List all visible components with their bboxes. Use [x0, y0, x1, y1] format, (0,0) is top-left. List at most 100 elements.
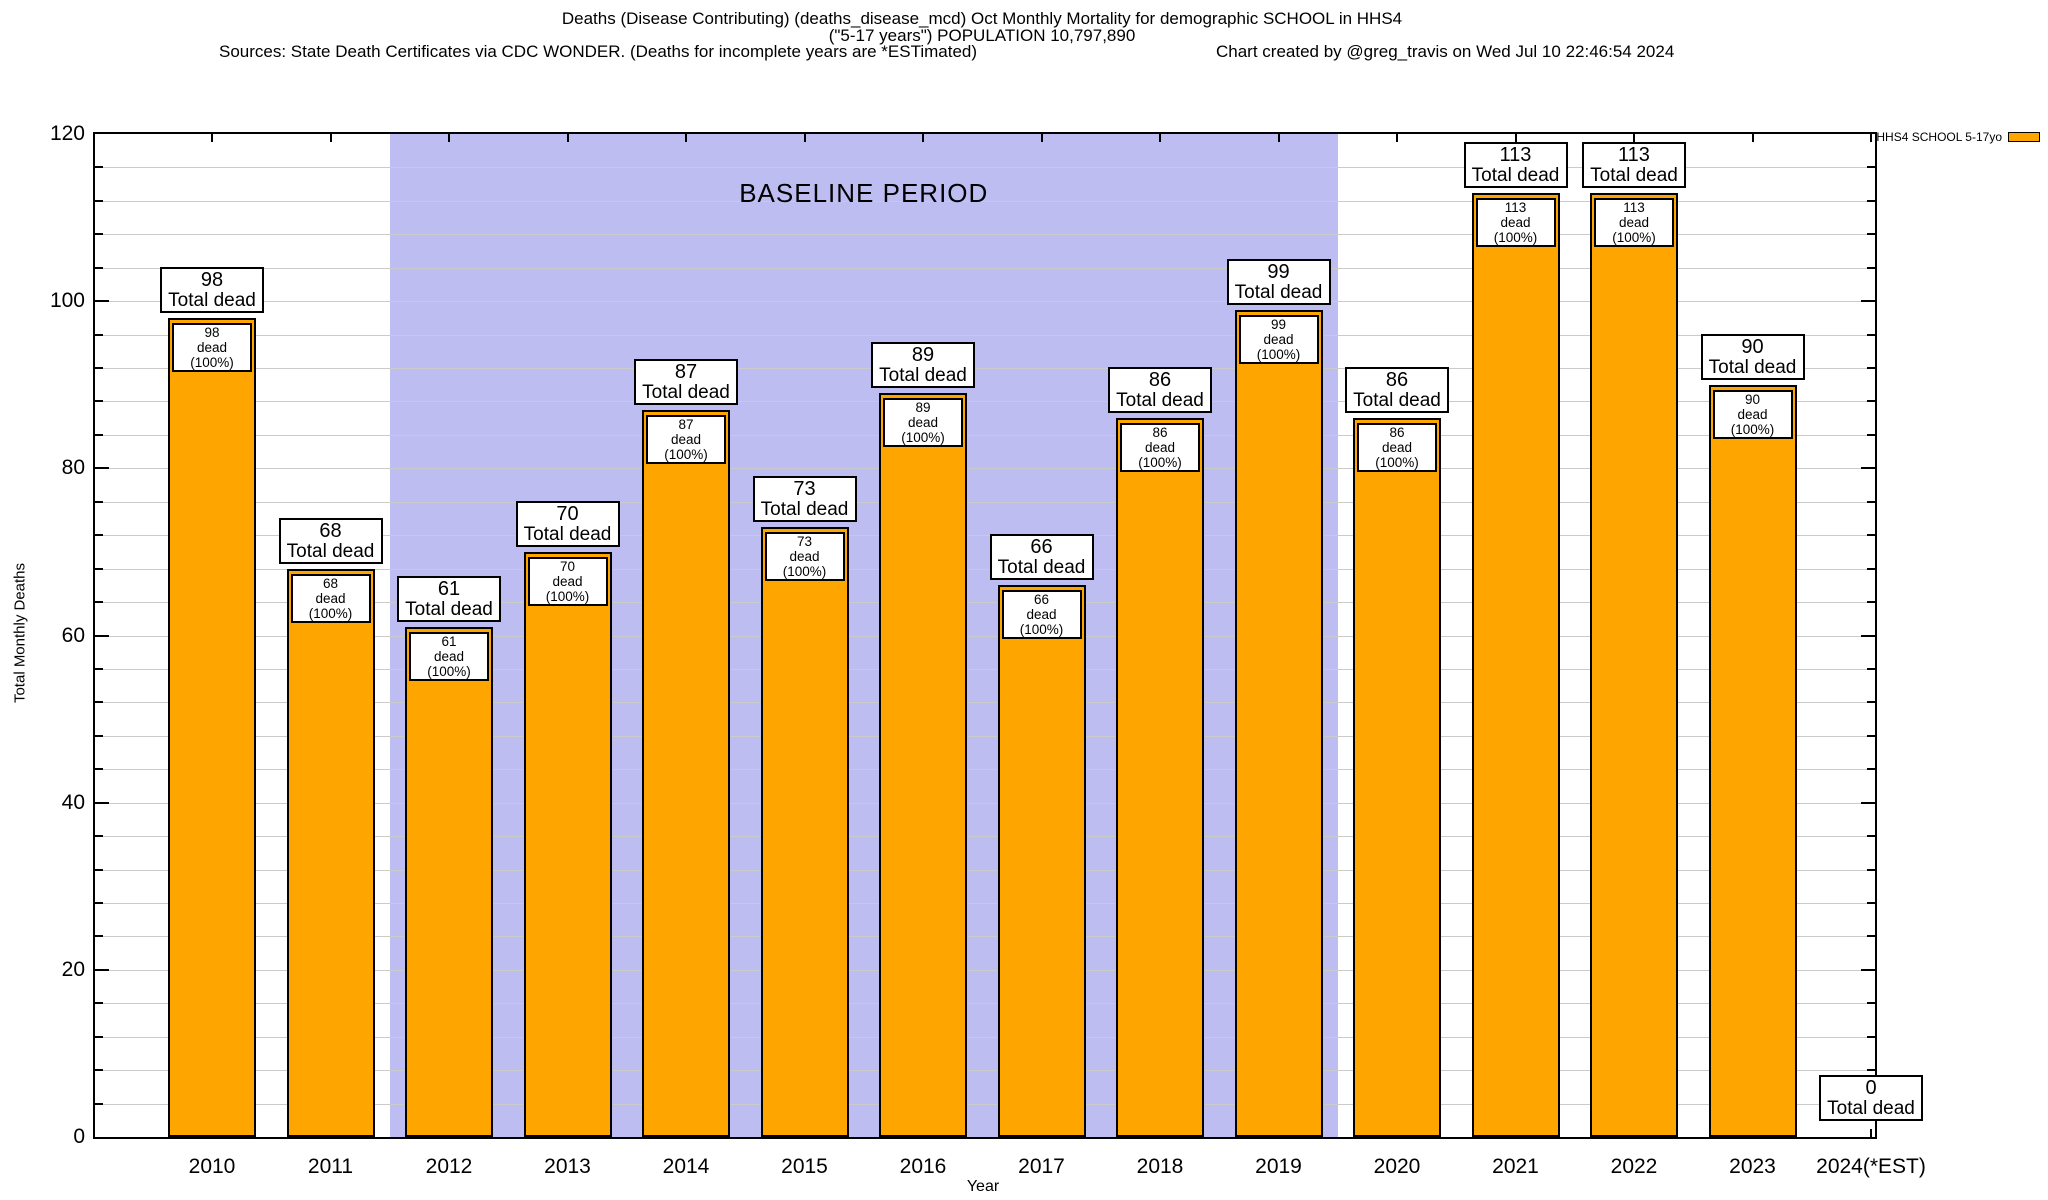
x-tick-label: 2011	[307, 1155, 354, 1178]
tick-mark	[95, 166, 103, 169]
total-dead-value: 98	[200, 269, 224, 291]
tick-mark	[1861, 467, 1875, 470]
tick-mark	[1867, 166, 1875, 169]
tick-mark	[95, 1102, 103, 1105]
tick-mark	[1867, 701, 1875, 704]
tick-mark	[803, 134, 806, 142]
bar-2018	[1116, 418, 1204, 1137]
bar-2010	[168, 318, 256, 1137]
bar-2014	[642, 410, 730, 1137]
tick-mark	[95, 868, 103, 871]
dead-pct-text: dead (100%)	[545, 574, 590, 604]
tick-mark	[95, 1069, 103, 1072]
bar-inner-label: 99 dead (100%)	[1238, 315, 1319, 364]
grid-line	[95, 568, 1875, 570]
x-tick-label: 2024(*EST)	[1816, 1155, 1926, 1178]
dead-pct-text: dead (100%)	[190, 340, 234, 370]
bar-inner-label: 66 dead (100%)	[1001, 590, 1082, 639]
total-dead-value: 70	[556, 503, 579, 525]
grid-line	[95, 200, 1875, 202]
dead-pct-text: dead (100%)	[1019, 607, 1064, 637]
bar-inner-label: 61 dead (100%)	[409, 632, 489, 681]
dead-pct-text: dead (100%)	[1730, 407, 1775, 437]
total-dead-text: Total dead	[523, 524, 612, 545]
y-tick-label: 100	[49, 289, 85, 313]
bar-total-label: 0 Total dead	[1819, 1075, 1923, 1121]
x-axis-title: Year	[966, 1178, 1000, 1195]
tick-mark	[1867, 333, 1875, 336]
grid-line	[95, 735, 1875, 737]
tick-mark	[1867, 734, 1875, 737]
grid-line	[95, 836, 1875, 838]
tick-mark	[95, 266, 103, 269]
tick-mark	[95, 500, 103, 503]
y-tick-label: 80	[61, 456, 85, 480]
dead-count-value: 68	[322, 576, 339, 591]
tick-mark	[95, 835, 103, 838]
dead-count-value: 66	[1033, 592, 1050, 607]
tick-mark	[95, 467, 109, 470]
dead-count-value: 86	[1152, 425, 1168, 440]
total-dead-text: Total dead	[879, 365, 967, 386]
x-tick-label: 2015	[781, 1155, 828, 1178]
tick-mark	[1867, 1002, 1875, 1005]
grid-line	[95, 602, 1875, 604]
tick-mark	[685, 134, 687, 142]
grid-line	[95, 401, 1875, 403]
total-dead-value: 66	[1030, 536, 1053, 558]
total-dead-value: 90	[1741, 336, 1764, 358]
tick-mark	[1396, 134, 1398, 142]
dead-pct-text: dead (100%)	[1612, 215, 1656, 245]
tick-mark	[95, 567, 103, 570]
total-dead-value: 68	[319, 520, 342, 542]
bar-inner-label: 113 dead (100%)	[1594, 198, 1674, 247]
total-dead-text: Total dead	[1827, 1098, 1915, 1119]
grid-line	[95, 1036, 1875, 1038]
dead-count-value: 73	[796, 534, 813, 549]
total-dead-text: Total dead	[405, 599, 493, 620]
bar-inner-label: 70 dead (100%)	[527, 557, 608, 606]
x-tick-label: 2012	[425, 1155, 473, 1178]
x-tick-label: 2017	[1018, 1155, 1065, 1178]
y-tick-label: 0	[73, 1125, 85, 1148]
bar-inner-label: 68 dead (100%)	[290, 574, 371, 623]
grid-line	[95, 635, 1875, 637]
x-tick-label: 2020	[1373, 1155, 1421, 1178]
bar-total-label: 68 Total dead	[278, 518, 383, 564]
bar-2021	[1471, 193, 1560, 1137]
grid-line	[95, 334, 1875, 336]
tick-mark	[95, 968, 109, 971]
chart-title-line2: ("5-17 years") POPULATION 10,797,890	[828, 26, 1136, 45]
tick-mark	[1867, 500, 1875, 503]
grid-line	[95, 869, 1875, 871]
grid-line	[95, 1070, 1875, 1072]
bar-2012	[405, 627, 493, 1137]
total-dead-text: Total dead	[1234, 282, 1323, 303]
dead-pct-text: dead (100%)	[901, 415, 945, 445]
dead-count-value: 99	[1270, 317, 1287, 332]
tick-mark	[1633, 134, 1635, 142]
total-dead-value: 61	[437, 578, 461, 600]
tick-mark	[1867, 1035, 1875, 1038]
tick-mark	[1861, 634, 1875, 637]
bar-2015	[760, 527, 849, 1137]
bar-2016	[879, 393, 967, 1137]
tick-mark	[1861, 300, 1875, 303]
x-tick-label: 2013	[544, 1155, 591, 1178]
tick-mark	[1867, 868, 1875, 871]
total-dead-value: 0	[1865, 1077, 1877, 1099]
dead-count-value: 87	[678, 417, 694, 432]
bar-total-label: 86 Total dead	[1108, 367, 1212, 413]
tick-mark	[95, 901, 103, 904]
tick-mark	[1867, 901, 1875, 904]
dead-pct-text: dead (100%)	[1138, 440, 1182, 470]
grid-line	[95, 368, 1875, 370]
tick-mark	[95, 333, 103, 336]
total-dead-value: 86	[1385, 369, 1409, 391]
tick-mark	[95, 768, 103, 771]
bar-total-label: 113 Total dead	[1463, 142, 1568, 188]
total-dead-text: Total dead	[1590, 165, 1678, 186]
tick-mark	[95, 1002, 103, 1005]
dead-count-value: 86	[1389, 425, 1405, 440]
y-tick-label: 40	[61, 790, 85, 814]
